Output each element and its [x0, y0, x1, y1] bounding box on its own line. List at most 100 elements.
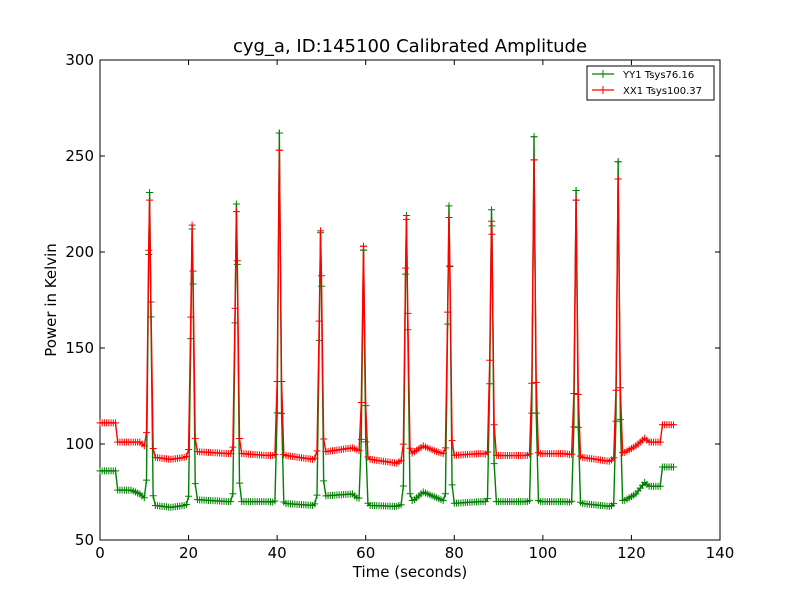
data-point-marker	[402, 215, 410, 223]
data-point-marker	[487, 206, 495, 214]
data-point-marker	[320, 477, 328, 485]
data-point-marker	[402, 264, 410, 272]
data-point-marker	[185, 492, 193, 500]
data-point-marker	[670, 463, 677, 471]
data-point-marker	[656, 438, 664, 446]
data-point-marker	[490, 460, 498, 468]
data-point-marker	[187, 313, 195, 321]
data-point-marker	[488, 230, 496, 238]
data-point-marker	[656, 482, 664, 490]
y-tick-label: 50	[75, 531, 94, 549]
data-point-marker	[616, 384, 624, 392]
data-point-marker	[484, 495, 491, 503]
series-layer	[96, 129, 677, 511]
data-point-marker	[189, 267, 197, 275]
data-point-marker	[191, 480, 199, 488]
series-markers-xx1	[96, 146, 677, 467]
data-point-marker	[362, 402, 370, 410]
y-tick-label: 300	[65, 51, 94, 69]
data-point-marker	[112, 419, 119, 427]
data-point-marker	[614, 175, 622, 183]
legend-box	[586, 65, 715, 101]
data-point-marker	[140, 442, 148, 450]
data-point-marker	[572, 187, 580, 195]
data-point-marker	[448, 437, 456, 445]
data-point-marker	[182, 500, 190, 508]
data-point-marker	[490, 421, 498, 429]
x-tick-label: 20	[179, 544, 198, 562]
data-point-marker	[670, 421, 677, 429]
data-point-marker	[399, 440, 407, 448]
data-point-marker	[271, 497, 279, 505]
data-point-marker	[146, 196, 154, 204]
data-point-marker	[397, 501, 405, 509]
data-point-marker	[360, 242, 367, 250]
data-point-marker	[232, 200, 240, 208]
data-point-marker	[236, 479, 243, 487]
data-point-marker	[532, 379, 540, 387]
data-point-marker	[441, 444, 449, 452]
x-tick-label: 60	[356, 544, 375, 562]
data-point-marker	[188, 221, 196, 229]
series-markers-yy1	[96, 129, 677, 511]
data-point-marker	[317, 227, 325, 235]
data-point-marker	[616, 416, 624, 424]
x-tick-label: 40	[268, 544, 287, 562]
data-point-marker	[362, 438, 370, 446]
data-point-marker	[317, 272, 325, 280]
data-point-marker	[355, 447, 363, 455]
y-tick-label: 200	[65, 243, 94, 261]
data-point-marker	[231, 304, 239, 312]
data-point-marker	[147, 298, 155, 306]
data-point-marker	[275, 129, 283, 137]
data-point-marker	[233, 257, 241, 265]
data-point-marker	[446, 262, 454, 270]
data-point-marker	[278, 378, 286, 386]
data-point-marker	[185, 445, 193, 453]
data-point-marker	[572, 196, 580, 204]
x-tick-label: 80	[445, 544, 464, 562]
data-point-marker	[112, 467, 119, 475]
data-point-marker	[149, 492, 157, 500]
data-point-marker	[532, 409, 540, 417]
data-point-marker	[406, 490, 414, 498]
data-point-marker	[612, 386, 620, 394]
data-point-marker	[278, 409, 286, 417]
data-point-marker	[311, 500, 319, 508]
x-tick-label: 140	[706, 544, 735, 562]
data-point-marker	[574, 390, 582, 398]
data-point-marker	[143, 476, 150, 484]
legend-label-xx1: XX1 Tsys100.37	[623, 86, 702, 97]
data-point-marker	[526, 450, 534, 458]
data-point-marker	[574, 423, 582, 431]
data-point-marker	[146, 188, 154, 196]
data-point-marker	[271, 450, 279, 458]
x-axis-title: Time (seconds)	[352, 563, 468, 581]
data-point-marker	[406, 444, 414, 452]
ticks-layer: 0 20 40 60 80 100 120 140 50 100 150 200 250 300	[65, 51, 734, 562]
data-point-marker	[614, 158, 622, 166]
legend-marker-yy1	[599, 70, 607, 78]
data-point-marker	[191, 434, 199, 442]
data-point-marker	[313, 447, 321, 455]
data-point-marker	[355, 494, 363, 502]
x-tick-label: 100	[529, 544, 558, 562]
data-point-marker	[486, 356, 494, 364]
data-point-marker	[448, 481, 456, 489]
y-axis-title: Power in Kelvin	[42, 243, 60, 357]
data-point-marker	[311, 454, 319, 462]
y-tick-label: 250	[65, 147, 94, 165]
legend-marker-xx1	[599, 86, 607, 94]
data-point-marker	[229, 490, 237, 498]
data-point-marker	[441, 490, 449, 498]
y-tick-label: 150	[65, 339, 94, 357]
x-tick-label: 120	[617, 544, 646, 562]
y-tick-label: 100	[65, 435, 94, 453]
data-point-marker	[570, 390, 578, 398]
data-point-marker	[140, 494, 148, 502]
x-tick-label: 0	[95, 544, 105, 562]
data-point-marker	[526, 496, 534, 504]
data-point-marker	[227, 450, 235, 458]
data-point-marker	[143, 429, 150, 437]
